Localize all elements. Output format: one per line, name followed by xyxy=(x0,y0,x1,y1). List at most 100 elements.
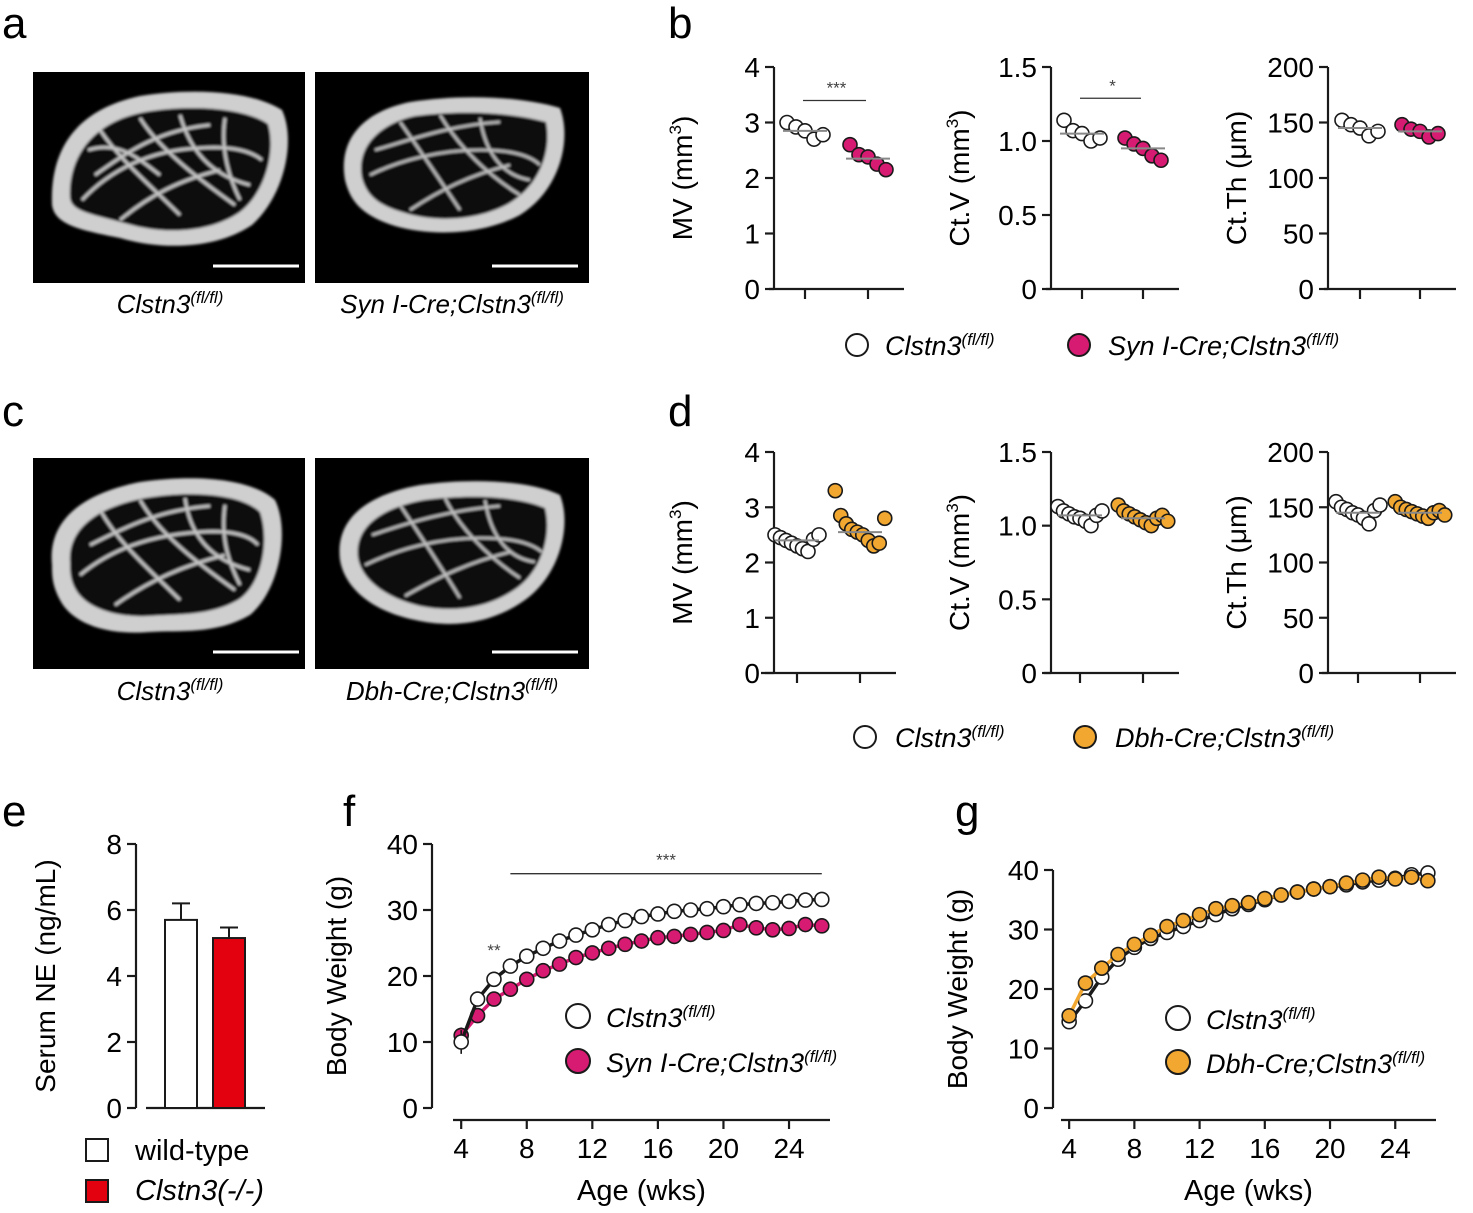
y-axis-label-f: Body Weight (g) xyxy=(321,876,352,1076)
data-point-g-1-4 xyxy=(1126,936,1143,953)
x-tick-label-f-5: 24 xyxy=(773,1133,804,1164)
micro-ct-image-c-right xyxy=(315,458,589,669)
data-point-f-1-12 xyxy=(650,929,666,946)
panel-letter-e: e xyxy=(2,787,26,836)
y-axis-label-b3: Ct.Th (μm) xyxy=(1221,111,1252,245)
data-point-f-0-11 xyxy=(633,908,650,925)
y-tick-label-f-3: 30 xyxy=(387,895,418,926)
data-point-b2-g0-0 xyxy=(1056,112,1072,129)
data-point-f-1-14 xyxy=(682,926,699,943)
data-point-f-0-1 xyxy=(469,991,486,1007)
x-tick-label-g-4: 20 xyxy=(1314,1133,1345,1164)
data-point-f-1-15 xyxy=(699,924,715,941)
y-tick-label-g-3: 30 xyxy=(1008,915,1039,946)
y-tick-label-b3-0: 0 xyxy=(1298,274,1314,305)
x-tick-label-g-3: 16 xyxy=(1249,1133,1280,1164)
caption-c-right: Dbh-Cre;Clstn3(fl/fl) xyxy=(346,675,558,706)
legend-b-marker-1 xyxy=(1067,333,1091,357)
data-point-g-1-22 xyxy=(1420,872,1436,889)
data-point-f-1-9 xyxy=(600,940,617,957)
data-point-f-0-3 xyxy=(502,958,519,974)
x-tick-label-g-2: 12 xyxy=(1184,1133,1215,1164)
legend-f-label-1: Syn I-Cre;Clstn3(fl/fl) xyxy=(606,1047,837,1078)
y-tick-label-d3-1: 50 xyxy=(1283,603,1314,634)
data-point-f-0-22 xyxy=(814,891,830,908)
y-tick-label-d1-1: 1 xyxy=(744,603,760,634)
y-tick-label-b3-2: 100 xyxy=(1267,163,1314,194)
y-tick-label-b2-0: 0 xyxy=(1021,274,1037,305)
y-tick-label-b2-1: 0.5 xyxy=(998,200,1037,231)
legend-f-marker-0 xyxy=(565,1003,591,1029)
chart-b2: 0 0.5 1.0 1.5 Ct.V (mm3) * xyxy=(943,52,1179,305)
y-tick-label-f-0: 0 xyxy=(402,1093,418,1124)
micro-ct-image-c-left xyxy=(33,458,305,669)
y-tick-label-d2-1: 0.5 xyxy=(998,584,1037,615)
legend-e-label-0: wild-type xyxy=(134,1135,249,1167)
micro-ct-image-a-right xyxy=(315,72,589,283)
data-point-b3-g1-4 xyxy=(1430,125,1446,142)
data-point-f-1-21 xyxy=(797,916,814,933)
legend-e-swatch-1 xyxy=(85,1179,109,1203)
data-point-b1-g1-4 xyxy=(878,161,894,178)
data-point-f-1-4 xyxy=(518,971,535,988)
data-point-g-1-0 xyxy=(1061,1007,1077,1024)
data-point-d2-g1-9 xyxy=(1159,513,1176,530)
data-point-g-1-15 xyxy=(1305,881,1322,897)
y-tick-label-b1-2: 2 xyxy=(744,163,760,194)
y-axis-label-b1: MV (mm3) xyxy=(666,116,698,241)
chart-e: 0 2 4 6 8 Serum NE (ng/mL) xyxy=(30,829,265,1124)
data-point-f-0-9 xyxy=(600,916,617,933)
data-point-g-1-12 xyxy=(1257,890,1273,907)
y-tick-label-b1-0: 0 xyxy=(744,274,760,305)
data-point-d1-g1-9 xyxy=(876,510,893,527)
y-tick-label-g-1: 10 xyxy=(1008,1034,1039,1065)
data-point-g-1-8 xyxy=(1191,906,1208,923)
data-point-f-1-17 xyxy=(732,916,748,933)
data-point-b1-g1-0 xyxy=(842,136,858,153)
data-point-b3-g0-4 xyxy=(1370,123,1386,140)
y-tick-label-d2-2: 1.0 xyxy=(998,511,1037,542)
panel-letter-a: a xyxy=(2,0,27,48)
chart-d1: 0 1 2 3 4 MV (mm3) xyxy=(666,437,896,689)
legend-b-label-0: Clstn3(fl/fl) xyxy=(885,330,995,361)
y-axis-label-d1: MV (mm3) xyxy=(666,500,698,625)
y-tick-label-g-4: 40 xyxy=(1008,855,1039,886)
y-axis-label-b2: Ct.V (mm3) xyxy=(943,109,975,246)
y-tick-label-g-0: 0 xyxy=(1023,1093,1039,1124)
panel-letter-d: d xyxy=(668,387,692,436)
legend-e-swatch-0 xyxy=(85,1138,109,1162)
data-point-f-0-14 xyxy=(682,902,699,918)
data-point-g-1-1 xyxy=(1077,975,1094,991)
y-axis-label-d3: Ct.Th (μm) xyxy=(1221,495,1252,629)
data-point-g-1-20 xyxy=(1387,871,1404,887)
y-tick-label-f-1: 10 xyxy=(387,1027,418,1058)
data-point-b2-g1-4 xyxy=(1153,152,1169,169)
legend-b-marker-0 xyxy=(845,333,869,357)
data-point-f-1-2 xyxy=(486,991,502,1007)
x-tick-label-f-2: 12 xyxy=(577,1133,608,1164)
data-point-d3-g0-6 xyxy=(1361,516,1377,532)
sig-label-b2: * xyxy=(1109,76,1116,95)
data-point-f-1-11 xyxy=(633,933,650,949)
data-point-g-1-3 xyxy=(1110,946,1126,963)
panel-letter-b: b xyxy=(668,0,692,48)
data-point-f-0-5 xyxy=(535,940,551,957)
y-tick-label-b3-4: 200 xyxy=(1267,52,1314,83)
y-tick-label-e-4: 8 xyxy=(106,829,122,860)
data-point-f-0-13 xyxy=(666,903,683,920)
y-axis-label-e: Serum NE (ng/mL) xyxy=(30,859,61,1092)
data-point-b1-g0-4 xyxy=(815,126,831,143)
y-tick-label-d1-2: 2 xyxy=(744,548,760,579)
data-point-f-1-22 xyxy=(814,918,830,934)
sig-label-b1: *** xyxy=(827,79,847,98)
data-point-f-1-8 xyxy=(584,945,601,961)
chart-f: 0 10 20 30 40 Body Weight (g) 4 8 12 16 20 24 Age (w… xyxy=(321,829,830,1207)
legend-b: Clstn3(fl/fl) Syn I-Cre;Clstn3(fl/fl) xyxy=(845,330,1339,361)
data-point-g-1-14 xyxy=(1289,884,1306,900)
x-tick-label-g-1: 8 xyxy=(1127,1133,1143,1164)
x-tick-label-g-5: 24 xyxy=(1380,1133,1411,1164)
legend-g-marker-0 xyxy=(1165,1005,1191,1031)
data-point-g-1-13 xyxy=(1273,887,1289,903)
chart-b1: 0 1 2 3 4 MV (mm3) *** xyxy=(666,52,904,305)
